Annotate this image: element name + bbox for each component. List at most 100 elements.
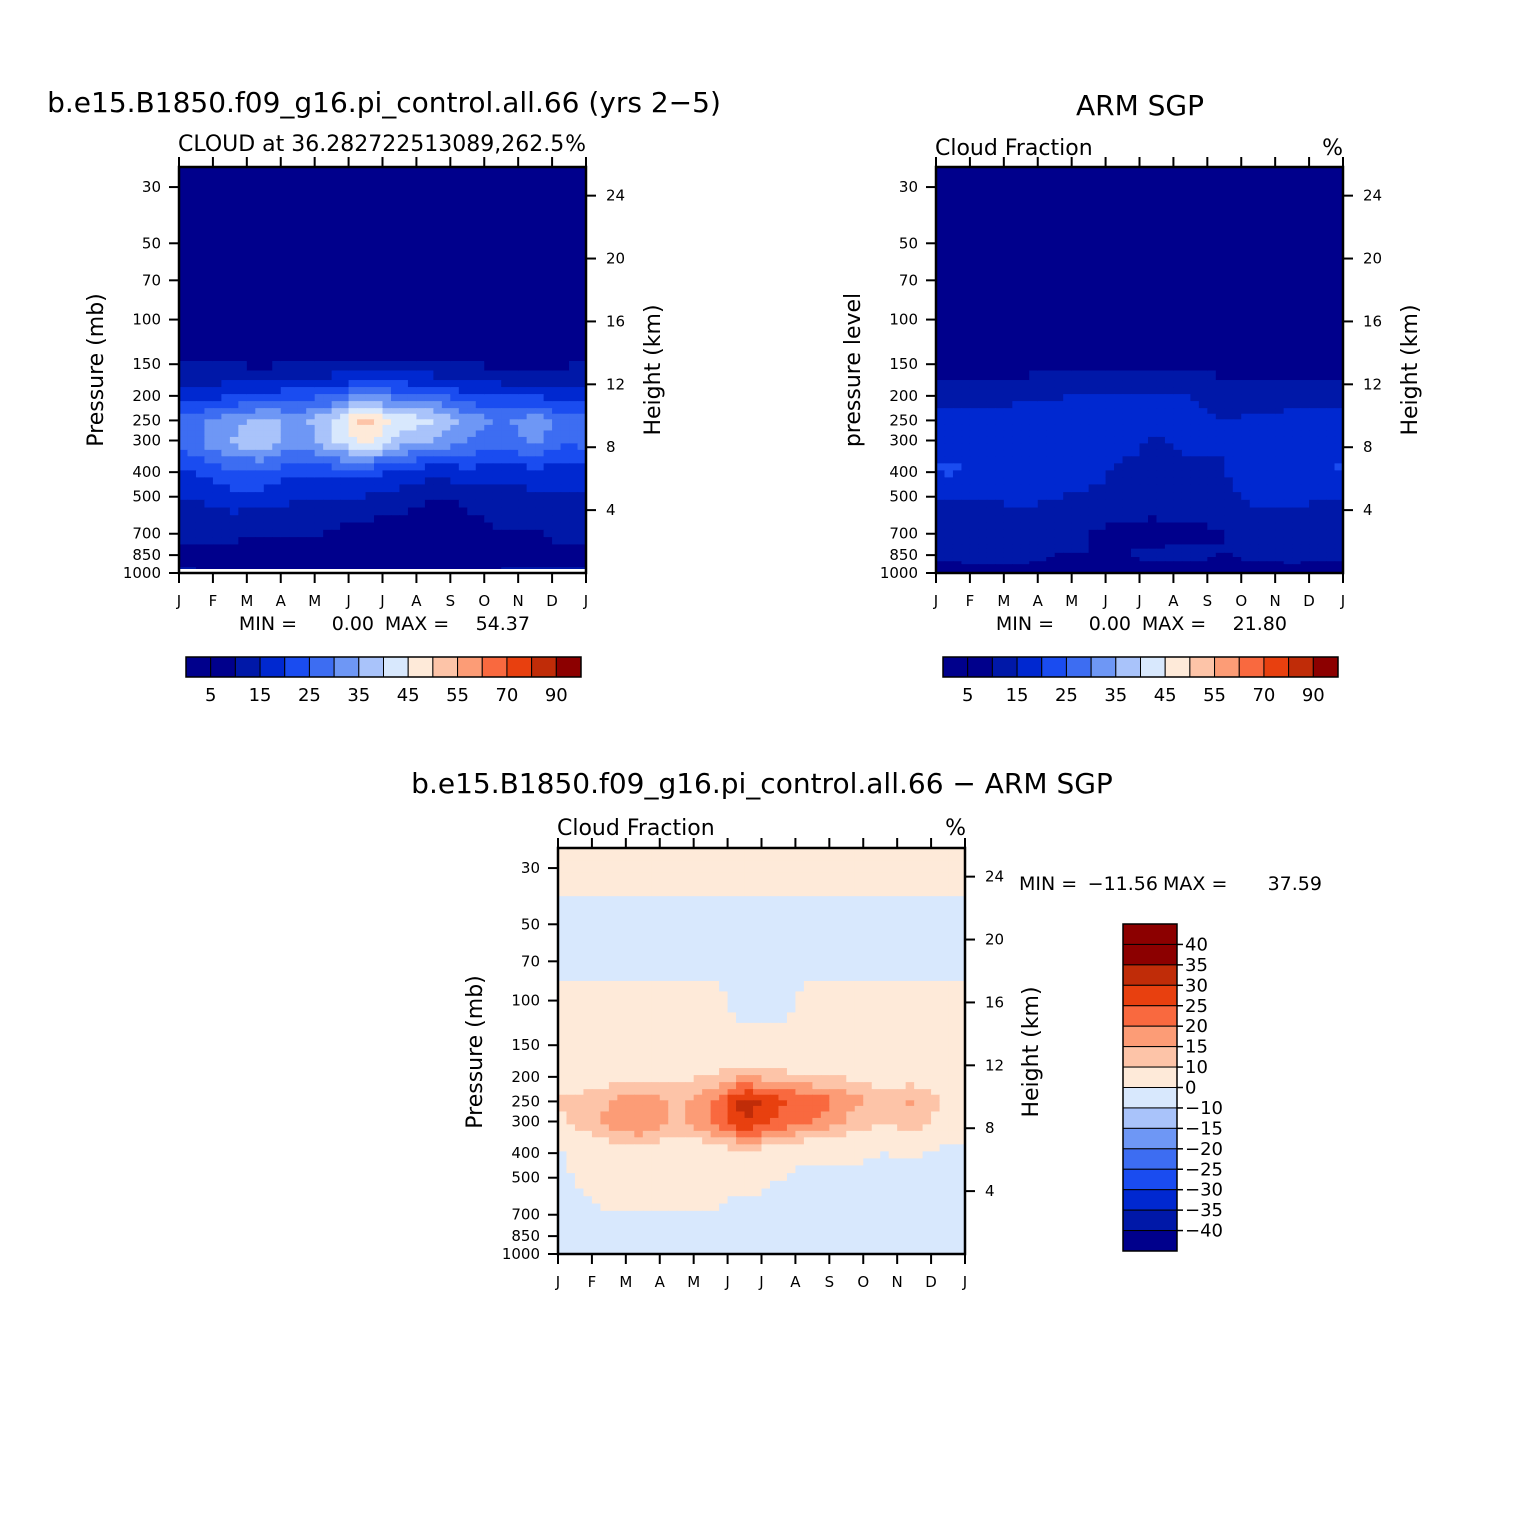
obs-contour-cell (1224, 484, 1233, 492)
obs-contour-cell (1173, 463, 1182, 471)
obs-contour-cell (1216, 484, 1225, 492)
obs-contour-cell (1021, 179, 1030, 192)
model-contour-cell (332, 419, 341, 425)
model-contour-cell (264, 484, 273, 492)
model-contour-cell (238, 425, 247, 431)
model-contour-cell (238, 290, 247, 300)
model-contour-cell (196, 380, 205, 388)
obs-contour-cell (944, 544, 953, 549)
obs-contour-cell (1055, 371, 1064, 381)
obs-contour-cell (1250, 430, 1259, 437)
model-contour-cell (221, 271, 230, 281)
model-contour-cell (467, 437, 476, 444)
model-contour-cell (247, 515, 256, 523)
obs-contour-cell (1190, 290, 1199, 300)
model-contour-cell (518, 530, 527, 538)
model-contour-cell (433, 414, 442, 420)
model-contour-cell (510, 281, 519, 291)
obs-contour-cell (1012, 271, 1021, 281)
model-contour-cell (230, 401, 239, 409)
model-contour-cell (518, 463, 527, 471)
model-contour-cell (408, 463, 417, 471)
obs-contour-cell (1207, 508, 1216, 516)
model-contour-cell (450, 227, 459, 239)
model-contour-cell (306, 456, 315, 464)
model-contour-cell (357, 331, 366, 342)
model-contour-cell (433, 401, 442, 409)
model-contour-cell (196, 361, 205, 371)
model-contour-cell (459, 380, 468, 388)
obs-contour-cell (978, 271, 987, 281)
obs-contour-cell (1012, 380, 1021, 388)
model-contour-cell (366, 557, 375, 562)
obs-contour-cell (995, 549, 1004, 554)
obs-contour-cell (987, 463, 996, 471)
obs-contour-cell (1114, 537, 1123, 545)
obs-contour-cell (1140, 342, 1149, 352)
model-contour-cell (535, 387, 544, 395)
obs-contour-cell (953, 371, 962, 381)
obs-contour-cell (1216, 167, 1225, 180)
obs-contour-cell (1258, 477, 1267, 485)
model-contour-cell (213, 408, 222, 414)
obs-contour-cell (1207, 470, 1216, 478)
model-contour-cell (349, 167, 358, 180)
model-contour-cell (552, 262, 561, 272)
obs-contour-cell (1258, 281, 1267, 291)
obs-contour-cell (1207, 544, 1216, 549)
model-contour-cell (493, 167, 502, 180)
model-colorbar-box (556, 657, 581, 677)
model-contour-cell (179, 484, 188, 492)
obs-contour-cell (1029, 443, 1038, 450)
model-contour-cell (221, 477, 230, 485)
obs-contour-cell (987, 401, 996, 409)
model-contour-cell (518, 179, 527, 192)
obs-contour-cell (1326, 477, 1335, 485)
model-contour-cell (408, 401, 417, 409)
obs-contour-cell (1114, 508, 1123, 516)
model-contour-cell (459, 425, 468, 431)
model-contour-cell (399, 250, 408, 262)
obs-contour-cell (1046, 443, 1055, 450)
model-contour-cell (510, 215, 519, 227)
obs-contour-cell (995, 167, 1004, 180)
model-contour-cell (399, 553, 408, 558)
model-contour-cell (535, 530, 544, 538)
model-contour-cell (391, 484, 400, 492)
model-contour-cell (179, 430, 188, 437)
model-contour-cell (408, 310, 417, 321)
obs-contour-cell (1063, 300, 1072, 311)
model-contour-cell (459, 227, 468, 239)
obs-contour-cell (1216, 425, 1225, 431)
obs-contour-cell (1097, 456, 1106, 464)
obs-contour-cell (1029, 380, 1038, 388)
model-contour-cell (510, 456, 519, 464)
obs-contour-cell (1165, 414, 1174, 420)
model-contour-cell (399, 484, 408, 492)
obs-contour-cell (1190, 414, 1199, 420)
obs-contour-cell (1233, 331, 1242, 342)
model-contour-cell (306, 401, 315, 409)
model-contour-cell (383, 167, 392, 180)
obs-contour-cell (995, 553, 1004, 558)
model-contour-cell (281, 470, 290, 478)
obs-contour-cell (1190, 191, 1199, 204)
model-contour-cell (467, 361, 476, 371)
model-contour-cell (272, 470, 281, 478)
model-contour-cell (518, 250, 527, 262)
model-contour-cell (450, 425, 459, 431)
obs-contour-cell (1131, 549, 1140, 554)
obs-contour-cell (1258, 310, 1267, 321)
obs-contour-cell (1216, 414, 1225, 420)
obs-contour-cell (1199, 238, 1208, 250)
model-contour-cell (196, 281, 205, 291)
model-contour-cell (281, 450, 290, 457)
obs-contour-cell (1038, 484, 1047, 492)
model-contour-cell (306, 331, 315, 342)
obs-contour-cell (987, 408, 996, 414)
model-contour-cell (315, 537, 324, 545)
model-contour-cell (408, 250, 417, 262)
obs-contour-cell (1097, 300, 1106, 311)
model-contour-cell (332, 271, 341, 281)
model-contour-cell (238, 380, 247, 388)
